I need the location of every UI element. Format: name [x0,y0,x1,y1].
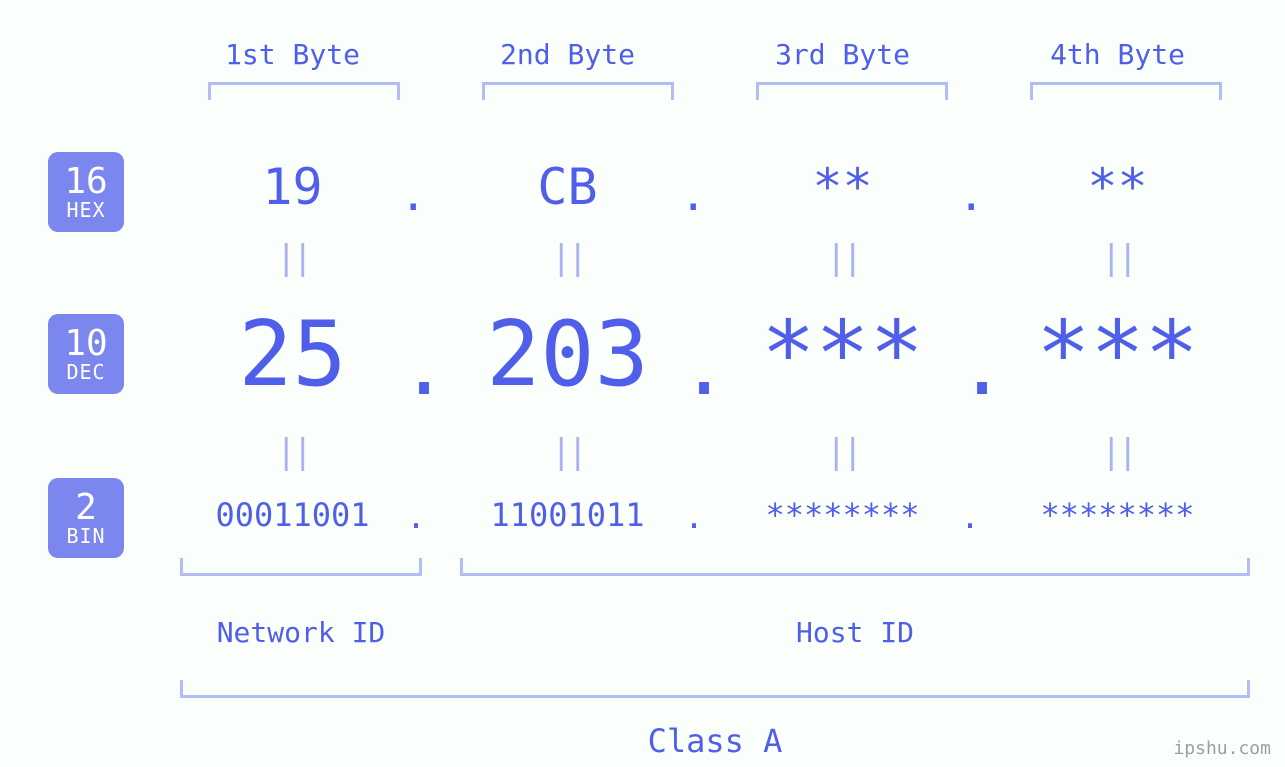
hex-byte-1: 19 [155,158,430,216]
base-num-dec: 10 [48,325,124,363]
dec-sep-1: . [400,320,420,413]
bin-byte-2: 11001011 [430,496,705,534]
dec-byte-1: 25 [155,302,430,407]
equals-top-3: || [705,238,980,278]
dec-byte-3: *** [705,302,980,407]
bin-sep-1: . [406,498,426,536]
dec-byte-2: 203 [430,302,705,407]
byte-header-1: 1st Byte [155,38,430,71]
hex-sep-2: . [680,170,700,221]
equals-top-1: || [155,238,430,278]
class-bracket [180,680,1250,698]
base-badge-bin: 2 BIN [48,478,124,558]
top-bracket-3 [756,82,948,100]
bin-sep-2: . [684,498,704,536]
hex-sep-3: . [958,170,978,221]
equals-bot-4: || [980,432,1255,472]
dec-sep-3: . [958,320,978,413]
base-badge-hex: 16 HEX [48,152,124,232]
top-bracket-4 [1030,82,1222,100]
byte-header-2: 2nd Byte [430,38,705,71]
equals-bot-2: || [430,432,705,472]
top-bracket-2 [482,82,674,100]
byte-header-4: 4th Byte [980,38,1255,71]
host-id-bracket [460,558,1250,576]
watermark: ipshu.com [1173,738,1271,759]
equals-bot-1: || [155,432,430,472]
byte-header-3: 3rd Byte [705,38,980,71]
network-id-bracket [180,558,422,576]
dec-byte-4: *** [980,302,1255,407]
network-id-label: Network ID [180,616,422,649]
dec-sep-2: . [680,320,700,413]
top-bracket-1 [208,82,400,100]
bin-byte-1: 00011001 [155,496,430,534]
bin-byte-3: ******** [705,496,980,534]
hex-byte-2: CB [430,158,705,216]
equals-top-4: || [980,238,1255,278]
base-label-hex: HEX [48,200,124,221]
equals-top-2: || [430,238,705,278]
class-label: Class A [180,722,1250,760]
bin-byte-4: ******** [980,496,1255,534]
ip-diagram: 1st Byte 2nd Byte 3rd Byte 4th Byte 16 H… [0,0,1285,767]
base-label-dec: DEC [48,362,124,383]
host-id-label: Host ID [460,616,1250,649]
base-label-bin: BIN [48,526,124,547]
bin-sep-3: . [960,498,980,536]
hex-sep-1: . [400,170,420,221]
hex-byte-3: ** [705,158,980,216]
hex-byte-4: ** [980,158,1255,216]
equals-bot-3: || [705,432,980,472]
base-num-bin: 2 [48,489,124,527]
base-num-hex: 16 [48,163,124,201]
base-badge-dec: 10 DEC [48,314,124,394]
